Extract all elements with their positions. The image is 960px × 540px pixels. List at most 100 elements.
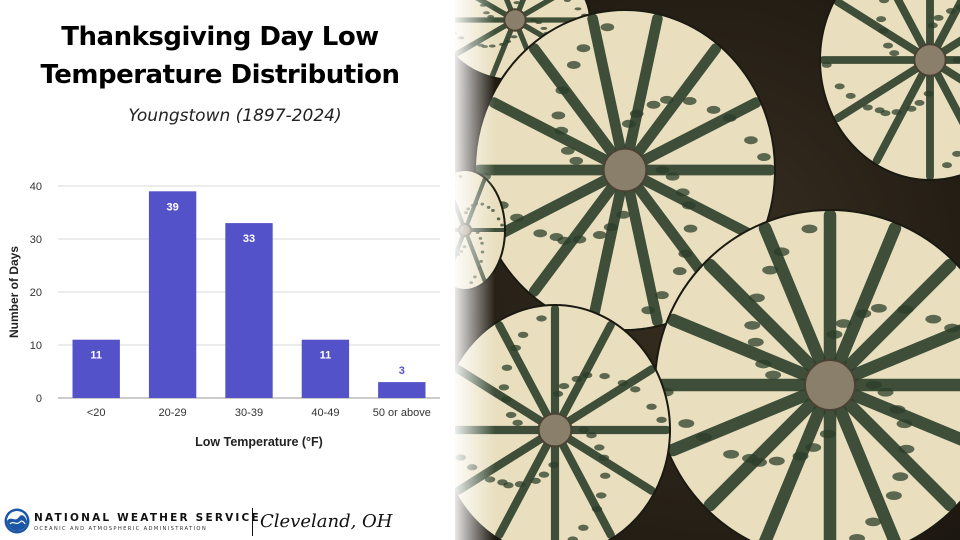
gourd-speckle [660, 95, 674, 104]
gourd-speckle [906, 105, 917, 112]
photo-fade [455, 0, 495, 540]
gourd-rib [550, 425, 615, 540]
gourd-speckle [722, 113, 737, 122]
gourd [654, 209, 960, 540]
gourd-rib [666, 313, 837, 392]
gourd-speckle [706, 105, 721, 114]
office-name: Cleveland, OH [260, 511, 393, 532]
gourd-speckle [675, 188, 690, 197]
gourd-speckle [896, 419, 913, 429]
gourd-speckle [835, 319, 852, 328]
gourd-speckle [560, 146, 575, 155]
gourd-rib [926, 36, 960, 64]
gourd-speckle [551, 111, 566, 120]
gourd-rib [488, 164, 631, 243]
gourd-speckle [581, 372, 593, 379]
gourd-speckle [578, 426, 589, 434]
gourd-speckle [925, 314, 942, 324]
gourd-speckle [576, 44, 591, 53]
gourd-rib [619, 43, 722, 176]
gourd-speckle [646, 403, 657, 410]
gourd-speckle [885, 491, 902, 501]
gourd-speckle [599, 372, 610, 380]
gourd-rib [823, 378, 957, 512]
gourd-speckle [536, 315, 547, 322]
gourd-speckle [530, 477, 541, 484]
gourd-speckle [826, 330, 843, 339]
gourd-stem [913, 43, 947, 77]
gourd-speckle [504, 39, 512, 43]
gourd-speckle [942, 162, 953, 169]
gourd-speckle [558, 382, 570, 390]
chart-title-line-1: Thanksgiving Day Low [61, 22, 379, 52]
left-panel: Thanksgiving Day Low Temperature Distrib… [0, 0, 455, 540]
gourd-speckle [898, 444, 915, 454]
gourd-speckle [566, 60, 581, 69]
gourd-speckle [678, 249, 693, 258]
gourd-speckle [914, 99, 925, 106]
gourd-speckle [510, 35, 518, 39]
gourd [455, 304, 671, 540]
gourd-rib [703, 258, 837, 392]
gourd-rib [587, 164, 631, 327]
gourd-rib [619, 164, 663, 327]
x-tick-label: 50 or above [373, 407, 431, 419]
gourd-photo [455, 0, 960, 540]
gourd-speckle [540, 26, 548, 30]
x-tick-label: 30-39 [235, 407, 263, 419]
chart-subtitle: Youngstown (1897-2024) [128, 106, 342, 126]
gourd-speckle [578, 524, 589, 531]
gourd-speckle [501, 364, 513, 371]
gourd-speckle [641, 306, 656, 315]
x-tick-label: <20 [87, 407, 106, 419]
bar [301, 339, 350, 398]
gourd-stem [602, 147, 648, 193]
gourd-speckle [500, 223, 504, 227]
gourd-speckle [682, 96, 697, 105]
gourd-speckle [616, 210, 630, 219]
gourd-speckle [845, 92, 856, 99]
gourd-speckle [665, 172, 680, 181]
gourd-speckle [889, 405, 906, 414]
gourd-speckle [510, 213, 524, 222]
gourd-speckle [870, 303, 887, 313]
gourd-speckle [945, 8, 956, 15]
gourd-speckle [757, 153, 771, 162]
gourd-speckle [792, 451, 809, 461]
gourd-speckle [672, 267, 687, 276]
bar-chart: 0 10 20 30 40 11 <20 39 20-29 33 30-39 11 40-49 3 50 o… [7, 181, 440, 449]
gourd-rib [833, 56, 934, 123]
gourd-speckle [892, 472, 909, 482]
gourd-speckle [723, 449, 740, 459]
gourd-speckle [617, 379, 629, 387]
gourd-speckle [944, 323, 960, 333]
gourd-speckle [876, 16, 887, 23]
noaa-logo-icon [4, 508, 30, 534]
x-axis-title: Low Temperature (°F) [195, 435, 323, 449]
gourd-speckle [655, 291, 669, 300]
gourd-speckle [751, 458, 768, 467]
gourd-speckle [880, 110, 891, 117]
gourd-speckle [630, 386, 641, 393]
gourd-rib [528, 164, 631, 297]
gourd-speckle [952, 57, 960, 63]
gourd-speckle [747, 337, 764, 347]
gourd-speckle [514, 481, 526, 488]
gourd-speckle [498, 42, 506, 46]
gourd-rib [528, 43, 631, 176]
gourd-speckle [572, 235, 587, 244]
gourd-stem [804, 359, 856, 411]
gourd-speckle [548, 461, 559, 469]
gourd-speckle [598, 454, 610, 461]
gourd-speckle [819, 429, 836, 439]
gourd-rib [893, 0, 934, 64]
gourd-speckle [567, 536, 578, 540]
x-tick-label: 40-49 [311, 407, 339, 419]
gourd-speckle [748, 293, 765, 303]
gourd-rib [587, 13, 631, 176]
gourd-speckle [877, 387, 894, 397]
gourd-speckle [773, 247, 790, 257]
gourd-rib [823, 258, 957, 392]
gourd-rib [823, 324, 960, 392]
gourd-speckle [517, 331, 529, 338]
